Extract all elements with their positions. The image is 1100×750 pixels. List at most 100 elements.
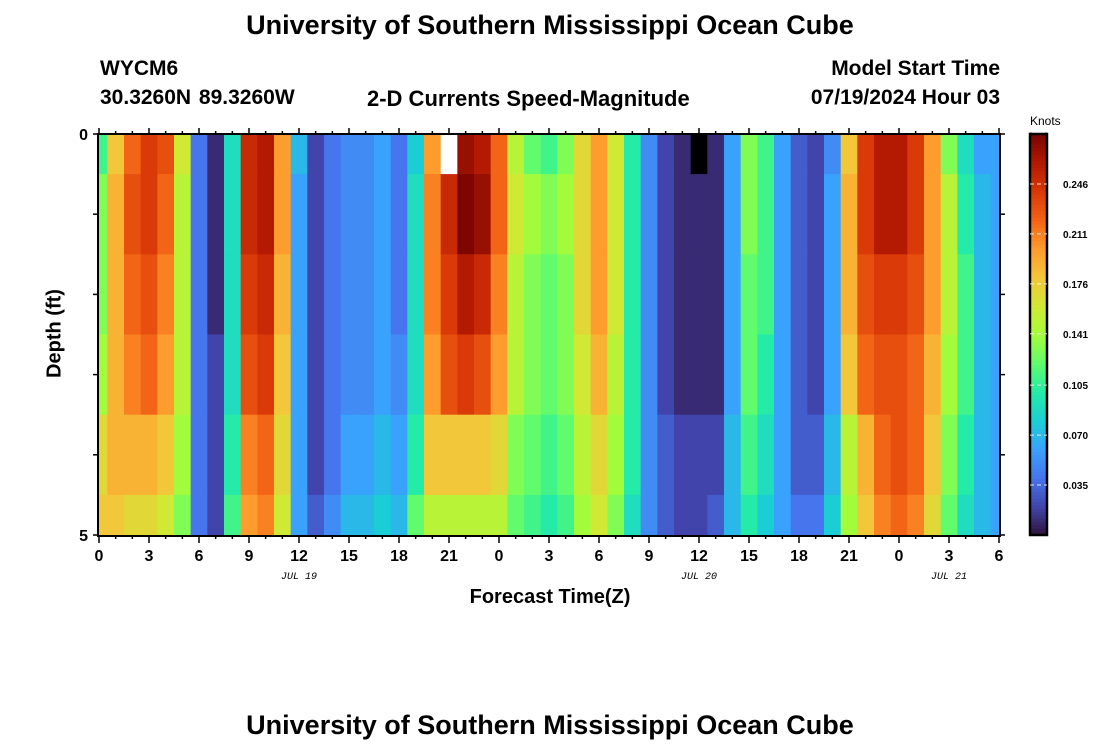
heatmap-cell xyxy=(99,334,108,416)
heatmap-cell xyxy=(940,254,958,335)
colorbar-segment xyxy=(1030,237,1047,242)
heatmap-cell xyxy=(257,254,275,335)
heatmap-cell xyxy=(624,134,642,175)
heatmap-cell xyxy=(690,334,708,416)
heatmap-cell xyxy=(957,414,975,496)
heatmap-cell xyxy=(224,494,242,536)
heatmap-cell xyxy=(640,254,658,335)
heatmap-cell xyxy=(274,134,292,175)
heatmap-cell xyxy=(440,334,458,416)
colorbar-segment xyxy=(1030,250,1047,255)
colorbar-segment xyxy=(1030,397,1047,402)
x-tick-label: 3 xyxy=(945,548,954,565)
heatmap-cell xyxy=(990,414,1000,496)
heatmap-cell xyxy=(107,334,125,416)
heatmap-cell xyxy=(974,134,992,175)
heatmap-cell xyxy=(974,174,992,255)
heatmap-cell xyxy=(790,174,808,255)
heatmap-cell xyxy=(990,134,1000,175)
heatmap-cell xyxy=(340,334,358,416)
colorbar-segment xyxy=(1030,244,1047,249)
heatmap-cell xyxy=(424,174,442,255)
colorbar-segment xyxy=(1030,297,1047,302)
heatmap-cell xyxy=(774,334,792,416)
heatmap-cell xyxy=(874,254,892,335)
colorbar-segment xyxy=(1030,307,1047,312)
heatmap-cell xyxy=(190,334,208,416)
colorbar-segment xyxy=(1030,277,1047,282)
heatmap-cell xyxy=(390,414,408,496)
heatmap-cell xyxy=(474,174,492,255)
colorbar-segment xyxy=(1030,374,1047,379)
heatmap-cell xyxy=(907,494,925,536)
heatmap-cell xyxy=(207,494,225,536)
heatmap-cell xyxy=(240,494,258,536)
heatmap-cell xyxy=(990,174,1000,255)
colorbar-segment xyxy=(1030,281,1047,285)
colorbar-segment xyxy=(1030,381,1047,386)
heatmap-cell xyxy=(574,334,592,416)
colorbar-tick-label: 0.246 xyxy=(1063,180,1088,191)
colorbar-segment xyxy=(1030,454,1047,459)
colorbar-segment xyxy=(1030,408,1047,412)
colorbar-segment xyxy=(1030,327,1047,332)
heatmap-cell xyxy=(424,334,442,416)
colorbar-segment xyxy=(1030,404,1047,409)
colorbar-segment xyxy=(1030,247,1047,252)
heatmap-cell xyxy=(424,494,442,536)
colorbar-segment xyxy=(1030,521,1047,526)
colorbar-segment xyxy=(1030,207,1047,212)
heatmap-cell xyxy=(574,414,592,496)
heatmap-cell xyxy=(840,174,858,255)
colorbar-segment xyxy=(1030,217,1047,222)
colorbar-tick-label: 0.211 xyxy=(1063,230,1088,241)
heatmap-cell xyxy=(957,174,975,255)
heatmap-cell xyxy=(774,254,792,335)
heatmap-cell xyxy=(857,174,875,255)
heatmap-cell xyxy=(590,414,608,496)
page-title: University of Southern Mississippi Ocean… xyxy=(246,10,854,40)
heatmap-cell xyxy=(774,494,792,536)
colorbar-tick-label: 0.176 xyxy=(1063,280,1088,291)
x-tick-label: 15 xyxy=(740,548,758,565)
heatmap-cell xyxy=(824,134,842,175)
heatmap-cell xyxy=(490,414,508,496)
heatmap-cell xyxy=(924,254,942,335)
heatmap-cell xyxy=(707,334,725,416)
heatmap-cell xyxy=(590,334,608,416)
heatmap-cell xyxy=(657,494,675,536)
colorbar-segment xyxy=(1030,337,1047,342)
colorbar-segment xyxy=(1030,147,1047,152)
colorbar-segment xyxy=(1030,284,1047,289)
heatmap-cell xyxy=(607,414,625,496)
heatmap-cell xyxy=(607,334,625,416)
x-tick-label: 21 xyxy=(840,548,858,565)
heatmap-cell xyxy=(307,174,325,255)
heatmap-cell xyxy=(607,174,625,255)
heatmap-cell xyxy=(640,334,658,416)
colorbar-segment xyxy=(1030,474,1047,479)
heatmap-cell xyxy=(324,334,342,416)
heatmap-cell xyxy=(540,334,558,416)
colorbar-segment xyxy=(1030,458,1047,462)
heatmap-cell xyxy=(507,254,525,335)
heatmap-cell xyxy=(207,134,225,175)
heatmap-cell xyxy=(957,254,975,335)
x-axis-label: Forecast Time(Z) xyxy=(469,586,631,608)
heatmap-cell xyxy=(107,494,125,536)
heatmap-cell xyxy=(674,414,692,496)
heatmap-cell xyxy=(157,414,175,496)
x-tick-label: 6 xyxy=(195,548,204,565)
heatmap-cell xyxy=(924,134,942,175)
heatmap-cell xyxy=(424,134,442,175)
heatmap-cell xyxy=(174,494,192,536)
colorbar-segment xyxy=(1030,444,1047,449)
x-tick-label: 21 xyxy=(440,548,458,565)
colorbar-segment xyxy=(1030,421,1047,426)
heatmap-cell xyxy=(274,254,292,335)
heatmap-cell xyxy=(590,174,608,255)
heatmap-cell xyxy=(240,174,258,255)
colorbar-segment xyxy=(1030,154,1047,158)
colorbar-segment xyxy=(1030,257,1047,262)
heatmap-cell xyxy=(757,414,775,496)
